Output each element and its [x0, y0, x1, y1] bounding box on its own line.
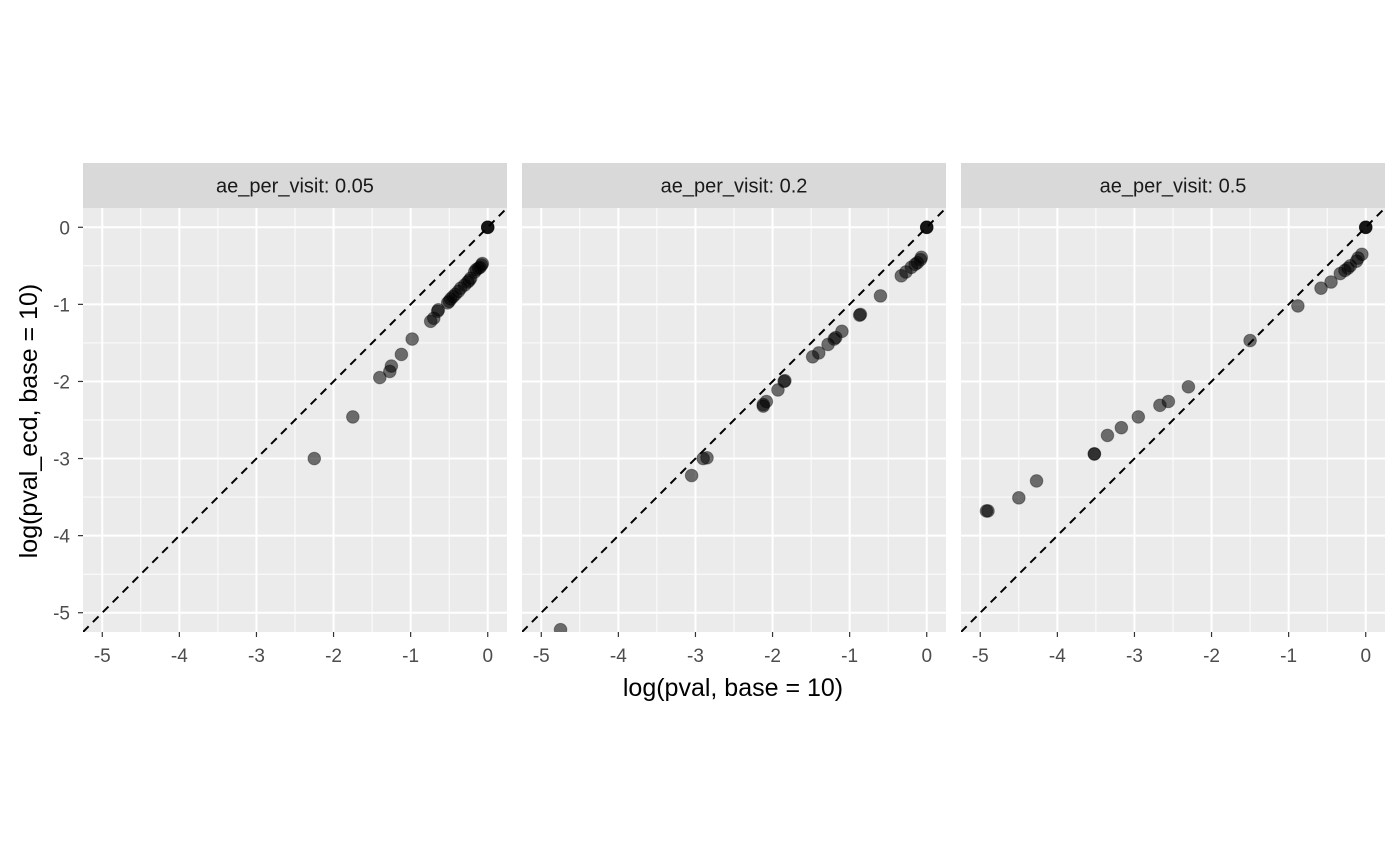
y-tick-label: -4 [53, 527, 70, 548]
data-point [1181, 380, 1196, 394]
x-tick-label: -1 [841, 646, 858, 667]
x-axis-title: log(pval, base = 10) [623, 674, 843, 702]
panel-contents [83, 208, 507, 632]
y-tick-label: 0 [59, 218, 70, 239]
x-tick-label: -3 [248, 646, 265, 667]
data-point [553, 622, 568, 632]
x-tick-label: -3 [1126, 646, 1143, 667]
y-tick-label: -5 [53, 604, 70, 625]
x-tick-label: -5 [972, 646, 989, 667]
x-tick-label: -2 [325, 646, 342, 667]
x-tick-label: 0 [482, 646, 493, 667]
x-tick-label: -2 [1203, 646, 1220, 667]
data-point [1243, 333, 1257, 348]
data-point [684, 468, 699, 483]
data-point [1358, 220, 1373, 235]
data-point [835, 324, 849, 339]
facet-panel-3: ae_per_visit: 0.5 -5 -4 -3 -2 -1 0 [961, 163, 1385, 667]
facet-panel-1: ae_per_visit: 0.05 -5 -4 -3 -2 -1 0 0 -1 -2 -3 -4 -5 [53, 163, 507, 667]
data-point [1314, 281, 1328, 295]
data-point [1100, 428, 1115, 443]
data-point [384, 359, 399, 373]
y-axis-title: log(pval_ecd, base = 10) [15, 284, 43, 559]
data-point [431, 302, 446, 317]
x-tick-label: -1 [402, 646, 419, 667]
facet-panel-2: ae_per_visit: 0.2 -5 -4 -3 -2 -1 0 [522, 163, 946, 667]
facet-strip [961, 163, 1385, 208]
data-point [480, 220, 495, 235]
data-point [853, 307, 868, 322]
reference-line-identity [961, 208, 1385, 632]
data-point [394, 347, 409, 362]
x-tick-label: 0 [1360, 646, 1371, 667]
x-tick-label: -2 [764, 646, 781, 667]
facet-strip-label: ae_per_visit: 0.5 [1100, 176, 1247, 198]
x-tick-label: -1 [1280, 646, 1297, 667]
data-point [914, 250, 929, 265]
y-tick-label: -2 [53, 372, 70, 393]
data-point [1131, 410, 1146, 424]
facet-strip [522, 163, 946, 208]
data-point [981, 504, 995, 518]
data-point [346, 410, 360, 424]
data-point [1161, 394, 1176, 409]
panel-contents [961, 208, 1385, 632]
data-point [1291, 299, 1305, 313]
data-point [373, 370, 387, 385]
data-point [307, 451, 322, 466]
x-tick-label: -5 [94, 646, 111, 667]
y-tick-label: -3 [53, 450, 70, 471]
panels-layer: ae_per_visit: 0.05 -5 -4 -3 -2 -1 0 0 -1 -2 -3 -4 -5… [53, 163, 1385, 667]
x-tick-label: 0 [921, 646, 932, 667]
data-point [919, 220, 934, 235]
data-point [1012, 491, 1026, 505]
facet-strip-label: ae_per_visit: 0.2 [661, 176, 808, 198]
y-tick-label: -1 [53, 295, 70, 316]
reference-line-identity [522, 208, 946, 632]
x-tick-label: -5 [533, 646, 550, 667]
reference-line-identity [83, 208, 507, 632]
data-point [778, 373, 792, 388]
data-point [759, 394, 774, 409]
x-tick-label: -4 [171, 646, 188, 667]
data-point [1355, 247, 1369, 262]
facet-strip-label: ae_per_visit: 0.05 [216, 176, 374, 198]
data-point [1114, 420, 1129, 435]
data-point [1087, 447, 1102, 461]
data-point [1029, 474, 1044, 488]
facet-strip [83, 163, 507, 208]
x-tick-label: -3 [687, 646, 704, 667]
data-point [812, 346, 826, 360]
data-point [700, 450, 714, 465]
panel-contents [522, 208, 946, 632]
x-tick-label: -4 [610, 646, 627, 667]
data-point [873, 289, 888, 303]
data-point [1324, 275, 1338, 289]
data-point [475, 256, 490, 271]
x-tick-label: -4 [1049, 646, 1066, 667]
data-point [405, 332, 419, 346]
